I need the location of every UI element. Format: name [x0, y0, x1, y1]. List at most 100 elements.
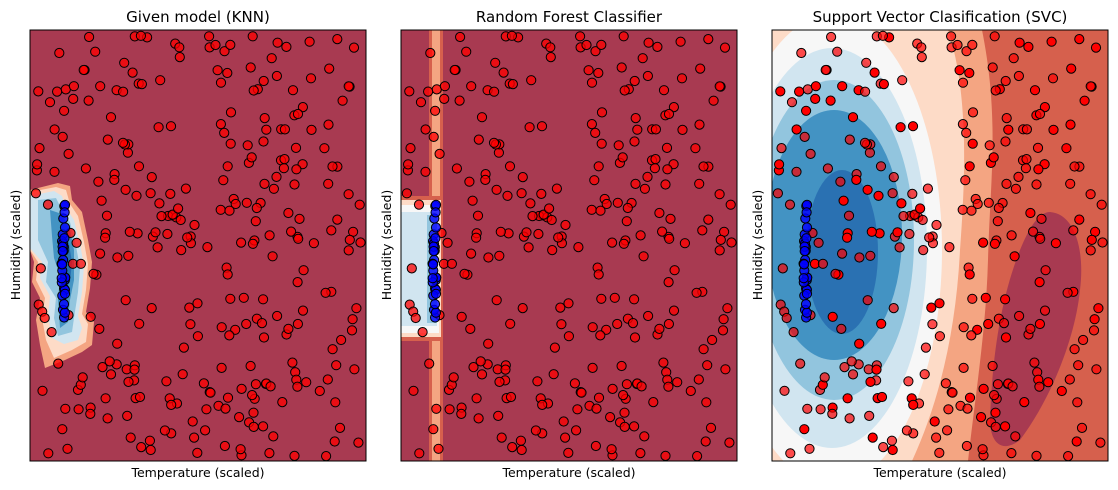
- data-point-red: [1089, 314, 1100, 325]
- data-point-red: [117, 137, 129, 148]
- data-point-red: [353, 437, 364, 448]
- data-point-red: [612, 318, 623, 330]
- data-point-red: [1048, 124, 1059, 135]
- data-point-red: [215, 77, 227, 88]
- data-point-blue: [430, 222, 442, 233]
- data-point-red: [779, 385, 790, 396]
- data-point-red: [791, 166, 802, 177]
- data-point-red: [946, 31, 957, 42]
- data-point-red: [927, 319, 938, 330]
- data-point-red: [583, 65, 594, 76]
- data-point-red: [332, 214, 343, 225]
- data-point-red: [39, 312, 50, 324]
- data-point-red: [1025, 207, 1036, 219]
- knn-ylabel: Humidity (scaled): [8, 190, 23, 301]
- data-point-red: [635, 448, 646, 459]
- data-point-red: [967, 138, 978, 149]
- data-point-red: [978, 237, 989, 248]
- data-point-red: [192, 298, 203, 309]
- data-point-red: [472, 210, 484, 221]
- data-point-red: [606, 444, 617, 455]
- data-point-red: [248, 407, 259, 418]
- data-point-red: [277, 397, 288, 408]
- data-point-red: [483, 252, 494, 263]
- data-point-red: [236, 383, 247, 394]
- data-point-red: [576, 387, 587, 398]
- data-point-red: [714, 189, 725, 200]
- data-point-red: [815, 404, 826, 415]
- data-point-red: [846, 356, 857, 367]
- data-point-red: [287, 357, 298, 368]
- data-point-red: [1097, 237, 1108, 248]
- data-point-red: [33, 86, 44, 97]
- data-point-red: [222, 161, 233, 172]
- data-point-red: [548, 369, 559, 380]
- data-point-red: [546, 214, 557, 226]
- data-point-red: [1074, 214, 1085, 225]
- data-point-red: [842, 232, 853, 243]
- data-point-red: [505, 318, 516, 329]
- data-point-blue: [430, 233, 441, 244]
- data-point-red: [466, 248, 477, 259]
- data-point-red: [810, 93, 821, 105]
- data-point-red: [629, 75, 640, 87]
- data-point-red: [292, 381, 303, 392]
- data-point-red: [293, 233, 304, 244]
- data-point-red: [332, 34, 343, 45]
- data-point-red: [560, 432, 571, 443]
- data-point-red: [502, 190, 513, 201]
- data-point-red: [1029, 85, 1041, 96]
- data-point-red: [944, 242, 955, 253]
- data-point-red: [621, 379, 633, 390]
- data-point-red: [54, 47, 65, 59]
- data-point-red: [173, 203, 184, 214]
- data-point-red: [702, 360, 713, 371]
- data-point-red: [1079, 95, 1090, 106]
- data-point-red: [423, 86, 434, 97]
- data-point-red: [1034, 277, 1045, 288]
- data-point-red: [120, 184, 131, 195]
- data-point-red: [301, 377, 312, 388]
- data-point-red: [245, 360, 256, 372]
- data-point-red: [784, 199, 796, 210]
- data-point-red: [292, 318, 303, 330]
- data-point-red: [248, 421, 259, 432]
- data-point-red: [648, 397, 659, 408]
- data-point-red: [1025, 323, 1036, 334]
- data-point-red: [1007, 381, 1018, 392]
- data-point-red: [924, 232, 935, 243]
- data-point-red: [943, 404, 954, 415]
- data-point-red: [271, 171, 282, 182]
- data-point-red: [136, 442, 147, 453]
- data-point-red: [717, 325, 729, 336]
- data-point-red: [618, 390, 629, 401]
- data-point-red: [544, 203, 555, 214]
- data-point-red: [679, 238, 691, 249]
- knn-title: Given model (KNN): [126, 8, 270, 26]
- data-point-red: [200, 425, 211, 436]
- data-point-red: [100, 393, 111, 404]
- data-point-red: [234, 412, 245, 423]
- data-point-red: [536, 121, 548, 132]
- data-point-red: [616, 62, 627, 73]
- data-point-red: [131, 190, 142, 201]
- data-point-red: [63, 148, 74, 159]
- data-point-red: [1000, 75, 1011, 87]
- data-point-red: [781, 312, 792, 324]
- data-point-red: [1013, 171, 1024, 182]
- svc-xlabel: Temperature (scaled): [872, 465, 1006, 480]
- data-point-red: [75, 258, 87, 269]
- data-point-red: [43, 448, 54, 459]
- data-point-red: [630, 113, 641, 124]
- data-point-red: [57, 424, 68, 435]
- data-point-red: [642, 70, 654, 82]
- data-point-red: [109, 174, 120, 185]
- data-point-red: [496, 432, 507, 443]
- data-point-red: [844, 413, 855, 424]
- data-point-red: [825, 95, 836, 106]
- data-point-red: [454, 95, 465, 106]
- data-point-red: [854, 338, 865, 349]
- data-point-red: [916, 52, 927, 63]
- data-point-red: [1036, 213, 1047, 224]
- data-point-red: [590, 46, 601, 57]
